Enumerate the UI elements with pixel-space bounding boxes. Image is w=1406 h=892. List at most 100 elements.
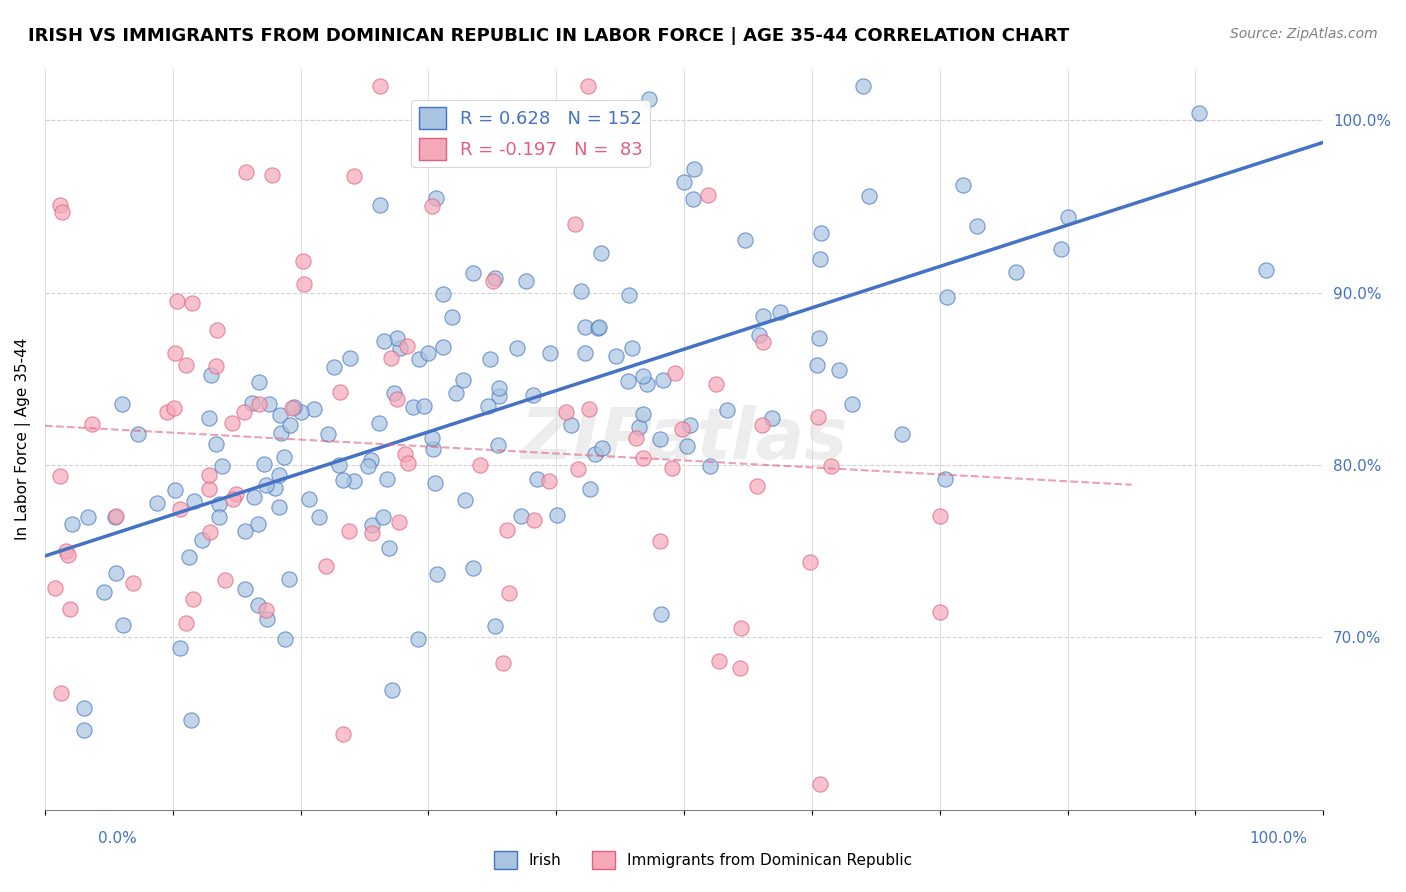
Point [673, 175, 696, 189]
Point [360, 453, 382, 467]
Point [799, 555, 821, 569]
Point [806, 358, 828, 372]
Point [554, 405, 576, 419]
Point [394, 447, 416, 461]
Point [388, 341, 411, 355]
Point [652, 373, 675, 387]
Point [538, 346, 561, 360]
Text: 0.0%: 0.0% [98, 831, 138, 846]
Point [163, 346, 186, 360]
Point [478, 351, 501, 366]
Point [73, 723, 96, 737]
Point [628, 420, 651, 434]
Point [337, 524, 360, 538]
Point [174, 615, 197, 630]
Point [111, 397, 134, 411]
Point [586, 321, 609, 335]
Point [180, 713, 202, 727]
Point [121, 576, 143, 591]
Point [104, 510, 127, 524]
Point [191, 533, 214, 547]
Point [441, 310, 464, 325]
Point [156, 405, 179, 419]
Point [267, 467, 290, 482]
Point [235, 165, 257, 179]
Text: ZIPatlas: ZIPatlas [520, 405, 848, 474]
Point [242, 490, 264, 504]
Point [104, 509, 127, 524]
Point [105, 566, 128, 580]
Point [574, 346, 596, 360]
Point [661, 461, 683, 475]
Point [233, 524, 256, 538]
Point [55, 543, 77, 558]
Point [332, 727, 354, 741]
Point [200, 368, 222, 382]
Point [704, 377, 727, 392]
Point [936, 290, 959, 304]
Point [745, 479, 768, 493]
Point [579, 483, 602, 497]
Point [205, 359, 228, 373]
Point [523, 513, 546, 527]
Point [183, 494, 205, 508]
Point [49, 469, 72, 483]
Point [221, 416, 243, 430]
Point [77, 510, 100, 524]
Point [169, 641, 191, 656]
Point [281, 401, 304, 416]
Point [420, 199, 443, 213]
Point [468, 458, 491, 473]
Point [858, 188, 880, 202]
Point [280, 418, 302, 433]
Point [214, 573, 236, 587]
Legend: R = 0.628   N = 152, R = -0.197   N =  83: R = 0.628 N = 152, R = -0.197 N = 83 [412, 100, 650, 168]
Point [515, 274, 537, 288]
Point [734, 233, 756, 247]
Point [112, 618, 135, 632]
Point [810, 226, 832, 240]
Point [683, 162, 706, 177]
Point [510, 509, 533, 524]
Point [526, 472, 548, 486]
Point [360, 525, 382, 540]
Point [298, 492, 321, 507]
Point [1188, 106, 1211, 120]
Point [486, 438, 509, 452]
Point [484, 619, 506, 633]
Point [380, 351, 402, 365]
Point [891, 426, 914, 441]
Point [264, 481, 287, 495]
Point [146, 496, 169, 510]
Point [51, 686, 73, 700]
Point [591, 246, 613, 260]
Point [578, 401, 600, 416]
Point [396, 339, 419, 353]
Point [624, 431, 647, 445]
Point [267, 500, 290, 515]
Point [716, 403, 738, 417]
Point [198, 525, 221, 540]
Point [56, 548, 79, 562]
Point [59, 602, 82, 616]
Legend: Irish, Immigrants from Dominican Republic: Irish, Immigrants from Dominican Republi… [488, 845, 918, 875]
Point [444, 385, 467, 400]
Point [163, 401, 186, 415]
Point [246, 517, 269, 532]
Point [522, 388, 544, 402]
Point [498, 586, 520, 600]
Point [488, 380, 510, 394]
Point [807, 410, 830, 425]
Point [166, 294, 188, 309]
Point [277, 572, 299, 586]
Point [966, 219, 988, 233]
Point [650, 607, 672, 622]
Point [174, 358, 197, 372]
Point [273, 450, 295, 464]
Point [388, 516, 411, 530]
Point [451, 373, 474, 387]
Point [181, 591, 204, 606]
Point [315, 558, 337, 573]
Point [328, 458, 350, 472]
Point [323, 359, 346, 374]
